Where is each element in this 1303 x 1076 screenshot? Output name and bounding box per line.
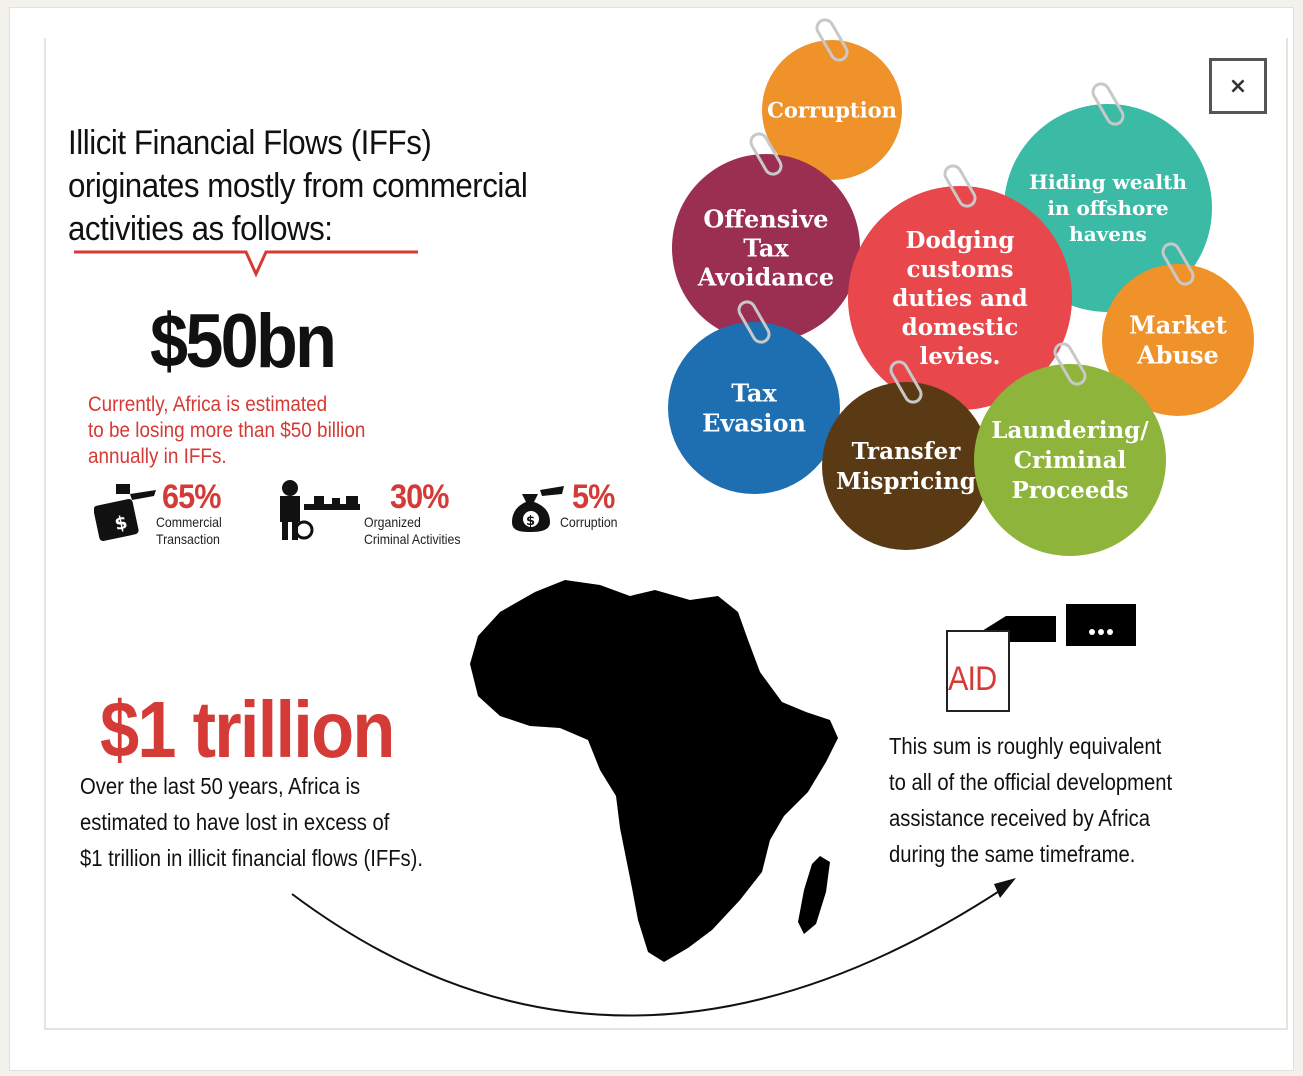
loss-description: Currently, Africa is estimated to be los… [88,392,412,470]
source-label-dodging: Dodging [906,227,1015,254]
headline-line-2: originates mostly from commercial [68,167,528,205]
stat-label-line-1: Organized [364,514,421,530]
aid-box [946,630,1010,712]
source-label-transfer: Mispricing [836,468,976,495]
stat-organized-crime: 30% Organized Criminal Activities [274,478,494,548]
paperclip-icon [749,132,783,176]
source-label-market: Abuse [1136,340,1219,369]
source-label-hiding: havens [1069,222,1147,246]
svg-text:$: $ [113,512,130,535]
source-circle-market [1102,264,1254,416]
stat-label-line-2: Criminal Activities [364,531,461,547]
aid-line-3: assistance received by Africa [889,805,1151,831]
source-label-laundering: Proceeds [1011,477,1128,504]
money-bag-icon: $ [512,486,564,532]
paperclip-icon [815,18,849,62]
source-label-dodging: domestic [902,314,1019,341]
trillion-line-2: estimated to have lost in excess of [80,809,390,835]
source-label-transfer: Transfer [852,438,962,465]
headline: Illicit Financial Flows (IFFs) originate… [68,122,583,251]
trillion-line-3: $1 trillion in illicit financial flows (… [80,845,424,871]
source-label-offensive: Offensive [703,204,828,233]
svg-text:$: $ [526,514,535,529]
aid-description: This sum is roughly equivalent to all of… [889,728,1223,872]
headline-underline [74,250,418,278]
source-circle-evasion [668,322,840,494]
trillion-amount: $1 trillion [100,685,395,774]
stat-percent: 5% [572,478,615,516]
source-label-dodging: customs [907,256,1014,283]
money-bag-icon: $ [94,484,156,542]
paperclip-icon [943,164,977,208]
paperclip-icon [1161,242,1195,286]
aid-line-4: during the same timeframe. [889,841,1136,867]
source-label-offensive: Avoidance [697,262,834,291]
source-circle-laundering [974,364,1166,556]
paperclip-icon [1091,82,1125,126]
stat-percent: 30% [390,478,449,516]
source-label-laundering: Laundering/ [991,417,1149,444]
source-label-laundering: Criminal [1014,447,1127,474]
criminal-icon [280,480,360,540]
trillion-description: Over the last 50 years, Africa is estima… [80,768,450,876]
loss-desc-line-3: annually in IFFs. [88,445,227,468]
stat-corruption: $ 5% Corruption [512,478,652,548]
source-label-evasion: Evasion [702,408,806,437]
stat-percent: 65% [162,478,221,516]
close-button[interactable]: × [1209,58,1267,114]
loss-desc-line-2: to be losing more than $50 billion [88,419,366,442]
source-label-hiding: Hiding wealth [1029,170,1187,194]
aid-label: AID [948,660,997,698]
stat-label-line-2: Transaction [156,531,220,547]
paperclip-icon [737,300,771,344]
source-label-dodging: levies. [919,343,1000,370]
source-label-dodging: duties and [892,285,1027,312]
aid-line-2: to all of the official development [889,769,1173,795]
trillion-line-1: Over the last 50 years, Africa is [80,773,361,799]
paperclip-icon [889,360,923,404]
headline-line-3: activities as follows: [68,210,333,248]
source-label-offensive: Tax [743,233,789,262]
loss-amount: $50bn [150,299,337,384]
source-circle-transfer [822,382,990,550]
stat-commercial: $ 65% Commercial Transaction [94,478,264,548]
aid-line-1: This sum is roughly equivalent [889,733,1162,759]
source-label-hiding: in offshore [1047,196,1168,220]
loss-desc-line-1: Currently, Africa is estimated [88,393,328,416]
paperclip-icon [1053,342,1087,386]
source-circle-offensive [672,154,860,342]
stat-label-line-1: Commercial [156,514,222,530]
source-label-evasion: Tax [731,378,777,407]
infographic-frame [44,38,1288,1030]
source-circle-corruption [762,40,902,180]
stat-label-line-1: Corruption [560,514,618,530]
stat-label: Organized Criminal Activities [364,514,461,548]
stat-label: Corruption [560,514,618,531]
stat-label: Commercial Transaction [156,514,222,548]
source-label-market: Market [1129,310,1227,339]
source-circle-dodging [848,186,1072,410]
source-label-corruption: Corruption [767,97,897,122]
headline-line-1: Illicit Financial Flows (IFFs) [68,124,432,162]
